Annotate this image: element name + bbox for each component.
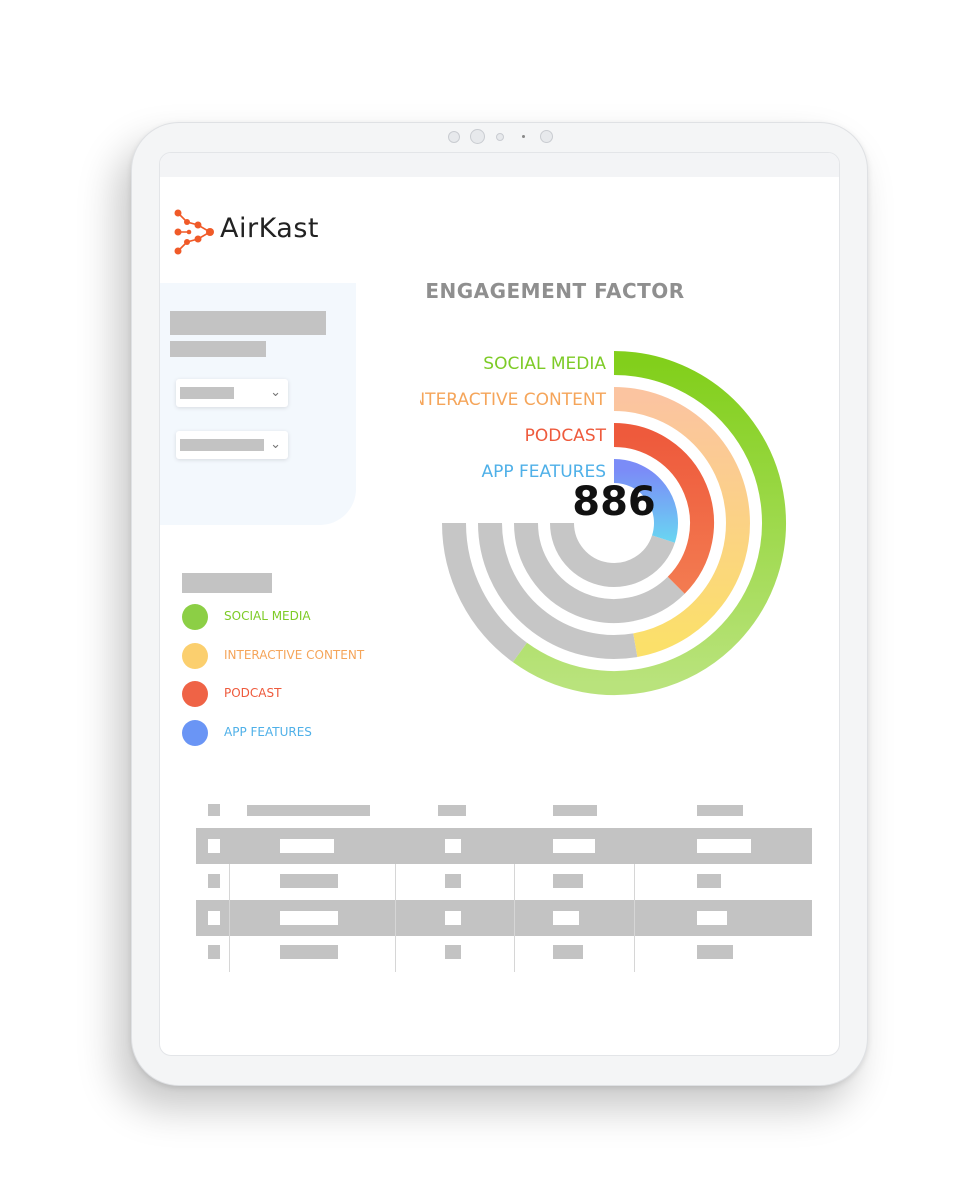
legend-color-swatch — [182, 604, 208, 630]
table-header-col-1 — [247, 805, 370, 816]
ring-label: APP FEATURES — [481, 462, 606, 482]
ring-track — [442, 522, 528, 663]
column-divider — [634, 864, 635, 972]
row-cell — [697, 945, 733, 959]
column-divider — [229, 864, 230, 972]
filter-dropdown-2[interactable]: ⌄ — [176, 431, 288, 459]
camera-lens — [470, 129, 485, 144]
table-header-col-3 — [553, 805, 597, 816]
dropdown-value-placeholder — [180, 439, 264, 451]
row-checkbox[interactable] — [208, 839, 220, 853]
airkast-logo-icon[interactable] — [172, 208, 218, 256]
row-cell — [553, 839, 595, 853]
row-checkbox[interactable] — [208, 874, 220, 888]
camera-dot — [448, 131, 460, 143]
table-row[interactable] — [196, 900, 812, 936]
row-cell — [697, 874, 721, 888]
row-cell — [553, 874, 583, 888]
row-cell — [445, 945, 461, 959]
legend-color-swatch — [182, 681, 208, 707]
table-header-checkbox — [208, 804, 220, 816]
ring-track — [514, 522, 685, 623]
row-cell — [280, 911, 338, 925]
table-header-col-4 — [697, 805, 743, 816]
table-row[interactable] — [196, 828, 812, 864]
ring-label: PODCAST — [525, 426, 607, 446]
sensor-dot — [496, 133, 504, 141]
legend-title-placeholder — [182, 573, 272, 593]
filter-panel: ⌄ ⌄ — [160, 283, 356, 525]
row-cell — [697, 839, 751, 853]
legend-color-swatch — [182, 642, 208, 669]
camera-dot-right — [540, 130, 553, 143]
filter-subtitle-placeholder — [170, 341, 266, 357]
legend-label: PODCAST — [224, 686, 282, 700]
dropdown-value-placeholder — [180, 387, 234, 399]
ring-track — [478, 522, 638, 659]
chart-title: ENGAGEMENT FACTOR — [425, 279, 685, 303]
status-bar — [160, 153, 839, 177]
legend-label: APP FEATURES — [224, 724, 312, 739]
engagement-radial-chart: SOCIAL MEDIA INTERACTIVE CONTENT PODCAST AP… — [420, 351, 786, 695]
chevron-down-icon: ⌄ — [270, 385, 281, 400]
row-cell — [280, 839, 334, 853]
ring-bar-social-media[interactable] — [512, 351, 786, 695]
chevron-down-icon: ⌄ — [270, 437, 281, 452]
row-cell — [445, 874, 461, 888]
column-divider — [514, 864, 515, 972]
row-cell — [280, 945, 338, 959]
filter-title-placeholder — [170, 311, 326, 335]
table-header-col-2 — [438, 805, 466, 816]
ring-bar-interactive-content[interactable] — [613, 387, 750, 657]
row-checkbox[interactable] — [208, 945, 220, 959]
brand-name: AirKast — [220, 213, 320, 244]
ring-bar-podcast[interactable] — [613, 423, 714, 594]
row-checkbox[interactable] — [208, 911, 220, 925]
legend-color-swatch — [182, 719, 208, 746]
sensor-pinhole — [522, 135, 525, 138]
center-value: 886 — [572, 479, 656, 525]
ring-label: SOCIAL MEDIA — [483, 354, 606, 374]
legend-label: SOCIAL MEDIA — [224, 609, 311, 623]
ring-bar-app-features[interactable] — [613, 459, 678, 543]
column-divider — [395, 864, 396, 972]
ring-label: INTERACTIVE CONTENT — [420, 390, 607, 410]
row-cell — [445, 911, 461, 925]
ring-track — [550, 522, 675, 587]
row-cell — [697, 911, 727, 925]
legend-label: INTERACTIVE CONTENT — [224, 647, 365, 662]
filter-dropdown-1[interactable]: ⌄ — [176, 379, 288, 407]
row-cell — [280, 874, 338, 888]
row-cell — [445, 839, 461, 853]
row-cell — [553, 945, 583, 959]
row-cell — [553, 911, 579, 925]
tablet-screen: AirKast ⌄ ⌄ ENGAGEMENT FACTOR — [159, 152, 840, 1056]
